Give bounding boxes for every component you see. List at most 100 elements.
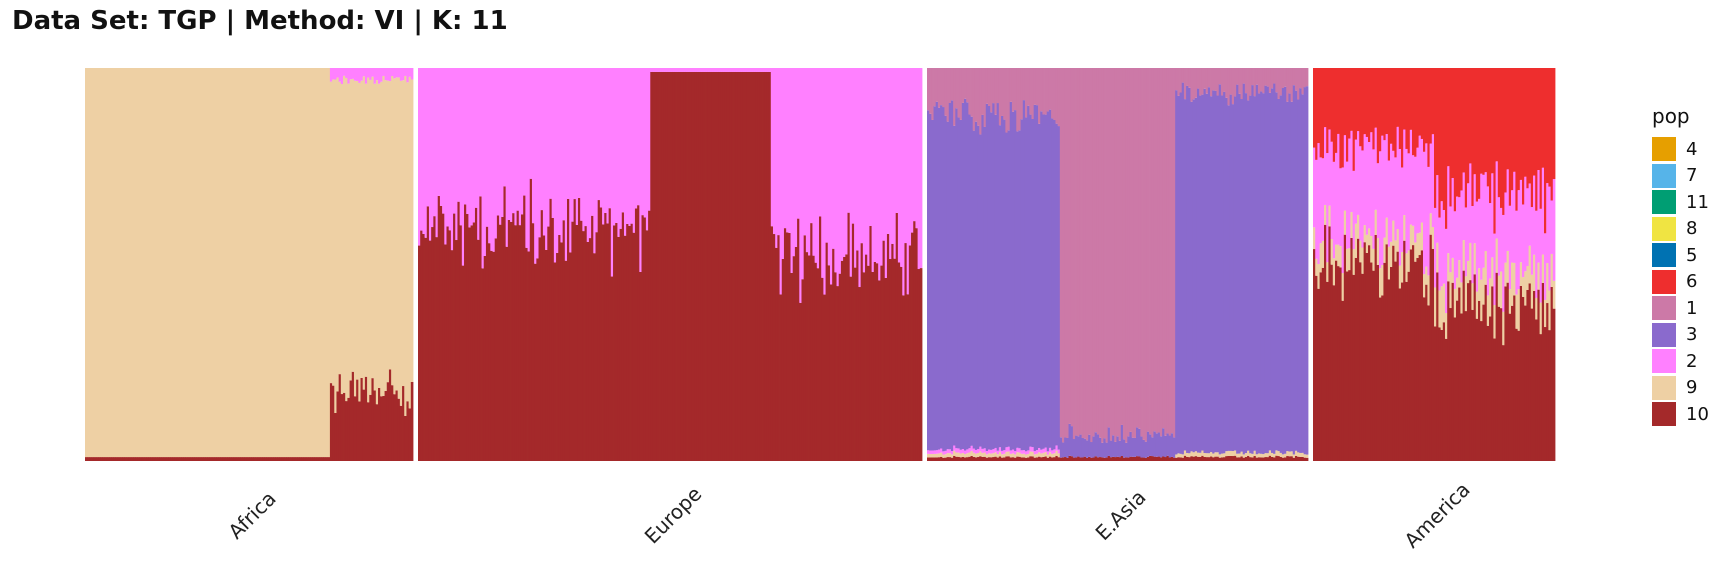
bar-segment-pop-2: [981, 448, 985, 453]
bar-segment-pop-2: [1480, 173, 1483, 280]
bar-segment-pop-6: [1440, 68, 1444, 202]
bar-segment-pop-1: [1159, 68, 1163, 437]
bar-segment-pop-10: [183, 457, 186, 461]
bar-segment-pop-10: [1262, 457, 1265, 461]
bar-segment-pop-6: [1546, 68, 1549, 184]
bar-segment-pop-6: [1519, 68, 1523, 180]
bar-segment-pop-9: [218, 68, 221, 458]
bar-segment-pop-10: [843, 256, 846, 461]
bar-segment-pop-10: [873, 261, 877, 461]
bar-segment-pop-2: [718, 68, 721, 72]
bar-segment-pop-1: [1072, 68, 1076, 440]
bar-segment-pop-3: [1055, 123, 1059, 446]
bar-segment-pop-9: [1515, 294, 1518, 329]
bar-segment-pop-1: [1212, 68, 1215, 91]
bar-segment-pop-1: [1288, 68, 1291, 94]
bar-segment-pop-2: [1042, 448, 1045, 453]
panel-america: [1313, 68, 1556, 461]
bar-segment-pop-6: [1374, 68, 1378, 128]
bar-segment-pop-6: [1447, 68, 1450, 167]
bar-segment-pop-3: [1020, 119, 1024, 451]
bar-segment-pop-2: [915, 68, 919, 229]
bar-segment-pop-10: [477, 239, 480, 461]
bar-segment-pop-2: [1007, 446, 1011, 452]
bar-segment-pop-10: [312, 457, 315, 461]
bar-segment-pop-2: [1324, 127, 1327, 205]
bar-segment-pop-10: [1035, 457, 1039, 461]
bar-segment-pop-9: [1500, 271, 1503, 309]
bar-segment-pop-6: [1321, 68, 1325, 159]
bar-segment-pop-1: [1220, 68, 1224, 96]
bar-segment-pop-10: [1098, 457, 1102, 461]
bar-segment-pop-1: [1214, 68, 1217, 91]
bar-segment-pop-10: [174, 457, 178, 461]
bar-segment-pop-9: [264, 68, 267, 458]
bar-segment-pop-2: [816, 68, 820, 269]
bar-segment-pop-1: [974, 68, 978, 122]
bar-segment-pop-10: [172, 457, 176, 461]
bar-segment-pop-1: [996, 68, 1000, 104]
bar-segment-pop-10: [1173, 457, 1176, 461]
bar-segment-pop-10: [388, 369, 392, 461]
bar-segment-pop-10: [1203, 457, 1207, 461]
bar-segment-pop-10: [231, 457, 235, 461]
bar-segment-pop-6: [1526, 68, 1529, 189]
bar-segment-pop-9: [1405, 253, 1408, 282]
bar-segment-pop-9: [1427, 275, 1430, 306]
bar-segment-pop-1: [968, 68, 971, 115]
bar-segment-pop-2: [499, 68, 502, 225]
bar-segment-pop-10: [1223, 457, 1226, 461]
panel-label: Africa: [223, 486, 280, 543]
bar-segment-pop-10: [955, 456, 958, 461]
bar-segment-pop-2: [1405, 148, 1408, 254]
bar-segment-pop-6: [1385, 68, 1389, 135]
bar-segment-pop-10: [968, 456, 971, 461]
bar-segment-pop-10: [435, 237, 439, 461]
bar-segment-pop-1: [1173, 68, 1176, 438]
bar-segment-pop-9: [1451, 257, 1455, 283]
bar-segment-pop-2: [613, 68, 616, 226]
bar-segment-pop-3: [1101, 442, 1104, 458]
bar-segment-pop-9: [93, 68, 97, 458]
bar-segment-pop-6: [1383, 68, 1386, 141]
legend-swatch: [1652, 216, 1676, 241]
bar-segment-pop-9: [1453, 288, 1457, 318]
bar-segment-pop-6: [1341, 68, 1345, 168]
bar-segment-pop-10: [255, 457, 259, 461]
bar-segment-pop-10: [772, 234, 776, 461]
bar-segment-pop-3: [1094, 432, 1098, 457]
bar-segment-pop-2: [1491, 173, 1494, 258]
bar-segment-pop-3: [1242, 83, 1246, 455]
bar-segment-pop-9: [1486, 295, 1490, 326]
bar-segment-pop-3: [1164, 435, 1167, 458]
bar-segment-pop-9: [98, 68, 101, 458]
bar-segment-pop-2: [479, 68, 482, 197]
bar-segment-pop-6: [1392, 68, 1395, 151]
bar-segment-pop-2: [1394, 157, 1397, 241]
bar-segment-pop-9: [1489, 278, 1492, 317]
bar-segment-pop-10: [597, 200, 601, 462]
bar-segment-pop-10: [1363, 242, 1367, 461]
bar-segment-pop-9: [979, 451, 982, 457]
bar-segment-pop-3: [1166, 433, 1170, 456]
bar-segment-pop-2: [716, 68, 719, 72]
bar-segment-pop-2: [634, 68, 638, 209]
bar-segment-pop-10: [716, 71, 719, 462]
bar-segment-pop-10: [992, 457, 995, 461]
bar-segment-pop-2: [439, 68, 443, 206]
bar-segment-pop-9: [1057, 453, 1061, 458]
bar-segment-pop-9: [942, 454, 945, 458]
bar-segment-pop-9: [371, 76, 375, 379]
bar-segment-pop-9: [1394, 240, 1397, 262]
bar-segment-pop-2: [966, 449, 969, 454]
bar-segment-pop-9: [1005, 451, 1008, 457]
bar-segment-pop-10: [516, 210, 520, 461]
bar-segment-pop-10: [996, 457, 1000, 461]
bar-segment-pop-10: [209, 457, 213, 461]
bar-segment-pop-2: [549, 68, 553, 199]
bar-segment-pop-2: [875, 68, 879, 264]
bar-segment-pop-1: [1305, 68, 1309, 87]
bar-segment-pop-3: [1007, 130, 1011, 447]
bar-segment-pop-10: [1201, 455, 1204, 461]
bar-segment-pop-10: [1299, 456, 1302, 461]
